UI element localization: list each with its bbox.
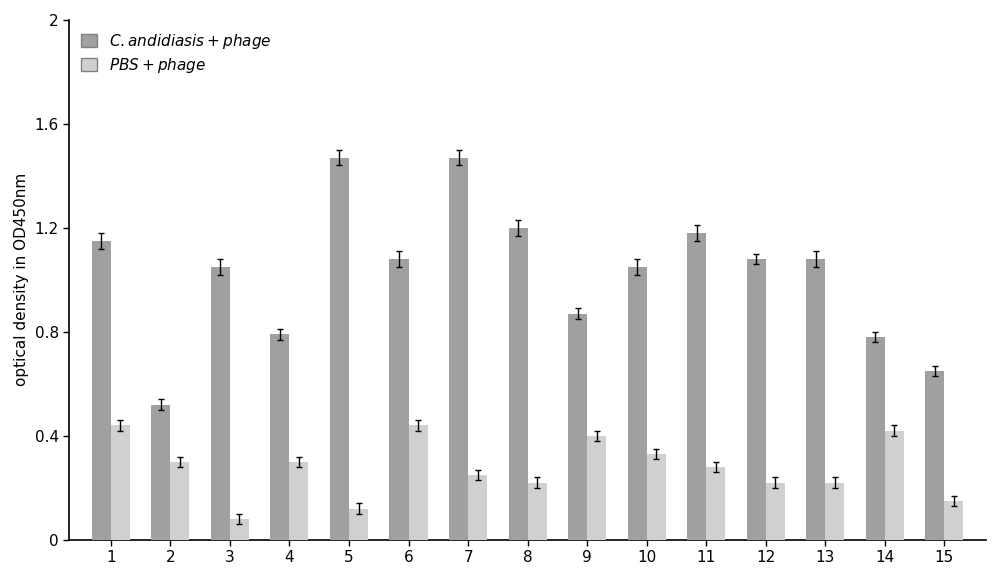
Bar [706,467,725,540]
Bar [270,334,289,540]
Legend: $C.andidiasis+phage$, $PBS+phage$: $C.andidiasis+phage$, $PBS+phage$ [77,28,276,79]
Bar [587,436,606,540]
Bar [170,461,189,540]
Bar [925,371,944,540]
Bar [289,461,308,540]
Bar [349,508,368,540]
Bar [389,259,409,540]
Bar [230,519,249,540]
Bar [747,259,766,540]
Bar [468,475,487,540]
Bar [330,157,349,540]
Bar [92,241,111,540]
Bar [409,426,428,540]
Bar [647,454,666,540]
Bar [866,337,885,540]
Bar [628,267,647,540]
Bar [687,233,706,540]
Bar [944,501,963,540]
Bar [211,267,230,540]
Y-axis label: optical density in OD450nm: optical density in OD450nm [14,173,29,386]
Bar [509,228,528,540]
Bar [528,482,547,540]
Bar [449,157,468,540]
Bar [806,259,825,540]
Bar [151,405,170,540]
Bar [766,482,785,540]
Bar [825,482,844,540]
Bar [111,426,130,540]
Bar [885,431,904,540]
Bar [568,314,587,540]
